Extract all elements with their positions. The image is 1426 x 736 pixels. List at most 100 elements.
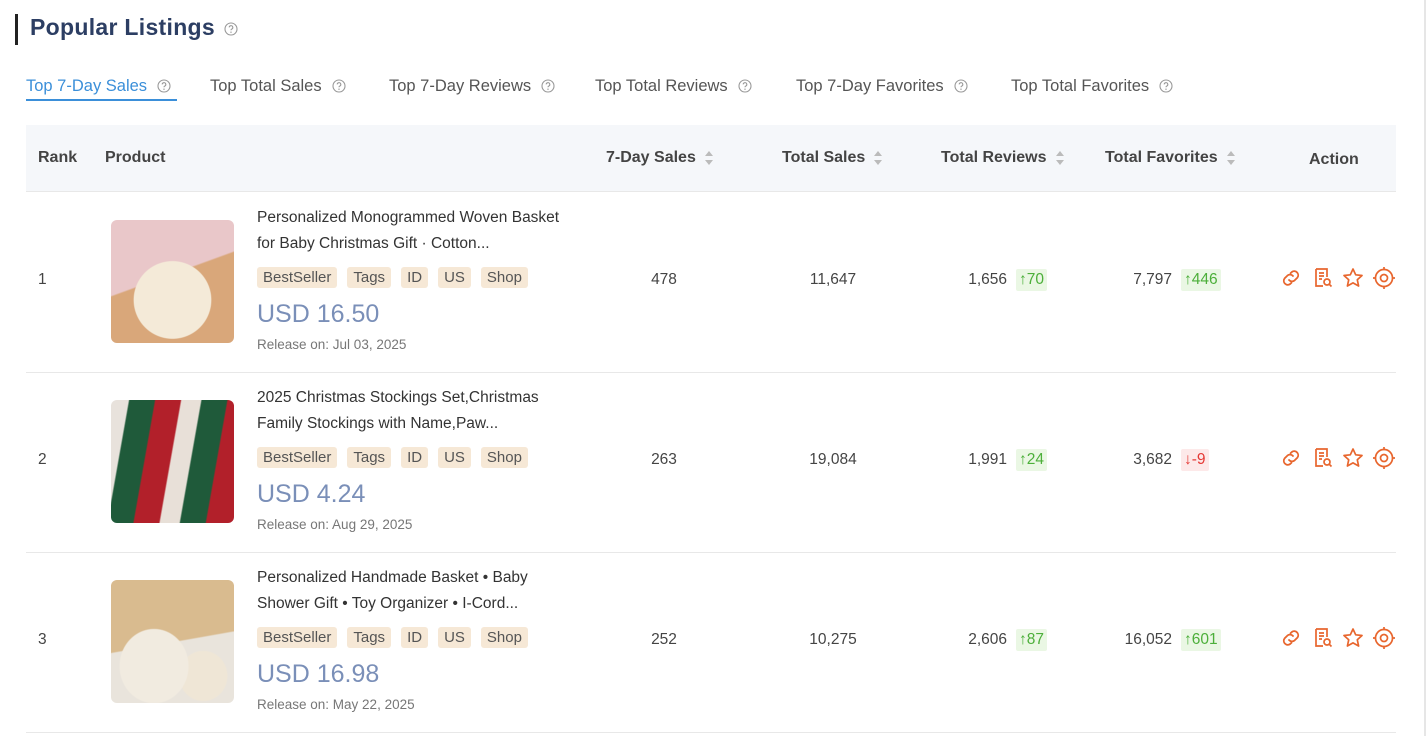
track-icon[interactable] [1373,267,1395,289]
tab-label[interactable]: Top Total Favorites [1011,76,1150,95]
column-header-text: Total Reviews [941,149,1047,166]
favorites: 3,682 [1133,451,1172,468]
tab-label[interactable]: Top 7-Day Favorites [796,76,944,95]
tag[interactable]: Shop [480,267,528,288]
tag[interactable]: Tags [347,627,392,648]
column-header[interactable]: Total Favorites [1105,125,1236,191]
reviews-delta: ↑24 [1016,449,1047,471]
reviews: 2,606 [968,631,1007,648]
tab[interactable]: Top 7-Day Sales [26,75,171,97]
column-header-text: Product [105,149,166,166]
tab[interactable]: Top 7-Day Favorites [796,75,968,97]
favorite-icon[interactable] [1342,267,1364,289]
product-image[interactable] [111,220,234,343]
product-image[interactable] [111,580,234,703]
tag-list: BestSeller Tags ID US Shop [257,627,528,648]
link-icon[interactable] [1280,627,1302,649]
release-date: Release on: Jul 03, 2025 [257,337,407,352]
column-header-text: Action [1309,151,1359,168]
tag[interactable]: BestSeller [257,627,338,648]
favorite-icon[interactable] [1342,447,1364,469]
tab-label[interactable]: Top Total Sales [210,76,322,95]
tab-label[interactable]: Top Total Reviews [595,76,728,95]
rank: 1 [38,271,47,288]
column-header-text: Total Sales [782,149,866,166]
title-bar [15,14,18,45]
tag[interactable]: Tags [347,447,392,468]
reviews: 1,656 [968,271,1007,288]
link-icon[interactable] [1280,447,1302,469]
column-header[interactable]: Total Sales [782,125,883,191]
total-sales: 10,275 [809,631,857,648]
column-header-text: Rank [38,149,78,166]
price: USD 16.50 [257,300,380,328]
tab[interactable]: Top Total Favorites [1011,75,1173,97]
details-icon[interactable] [1311,447,1333,469]
column-header-text: 7-Day Sales [606,149,696,166]
link-icon[interactable] [1280,267,1302,289]
table-row: 2 2025 Christmas Stockings Set,Christmas … [26,372,1396,553]
reviews-delta: ↑87 [1016,629,1047,651]
tag[interactable]: ID [401,447,429,468]
help-icon[interactable] [157,79,171,93]
title-text: Popular Listings [30,14,215,40]
action-icons [1280,447,1395,469]
help-icon[interactable] [738,79,752,93]
tab-label[interactable]: Top 7-Day Reviews [389,76,532,95]
tab[interactable]: Top Total Reviews [595,75,752,97]
action-icons [1280,267,1395,289]
details-icon[interactable] [1311,267,1333,289]
tag[interactable]: US [438,447,471,468]
help-icon[interactable] [541,79,555,93]
column-header[interactable]: 7-Day Sales [606,125,714,191]
sort-icon[interactable] [1055,150,1065,166]
favorites: 7,797 [1133,271,1172,288]
product-image[interactable] [111,400,234,523]
release-date: Release on: Aug 29, 2025 [257,517,413,532]
column-header-text: Total Favorites [1105,149,1218,166]
track-icon[interactable] [1373,447,1395,469]
help-icon[interactable] [1159,79,1173,93]
favorite-icon[interactable] [1342,627,1364,649]
rank: 2 [38,451,47,468]
tag[interactable]: BestSeller [257,447,338,468]
sales7: 478 [651,271,677,288]
price: USD 16.98 [257,660,380,688]
track-icon[interactable] [1373,627,1395,649]
action-icons [1280,627,1395,649]
table-row: 1 Personalized Monogrammed Woven Basket f… [26,192,1396,373]
tab[interactable]: Top 7-Day Reviews [389,75,555,97]
tag[interactable]: ID [401,627,429,648]
tab-label[interactable]: Top 7-Day Sales [26,76,148,95]
sort-icon[interactable] [704,150,714,166]
tag[interactable]: US [438,267,471,288]
tag[interactable]: Tags [347,267,392,288]
sort-icon[interactable] [873,150,883,166]
section-title: Popular Listings [30,14,238,41]
total-sales: 11,647 [809,271,857,288]
column-header: Action [1309,127,1359,193]
tag[interactable]: Shop [480,447,528,468]
tag[interactable]: ID [401,267,429,288]
help-icon[interactable] [224,22,238,36]
tag[interactable]: BestSeller [257,267,338,288]
tag-list: BestSeller Tags ID US Shop [257,447,528,468]
sales7: 252 [651,631,677,648]
column-header[interactable]: Total Reviews [941,125,1065,191]
reviews: 1,991 [968,451,1007,468]
details-icon[interactable] [1311,627,1333,649]
product-title[interactable]: Personalized Handmade Basket • Baby Show… [257,569,528,612]
help-icon[interactable] [954,79,968,93]
product-title[interactable]: 2025 Christmas Stockings Set,Christmas F… [257,389,539,432]
table-header: Rank Product 7-Day Sales Total Sales Total R… [26,125,1396,192]
product-title[interactable]: Personalized Monogrammed Woven Basket fo… [257,209,560,252]
reviews-delta: ↑70 [1016,269,1047,291]
release-date: Release on: May 22, 2025 [257,697,415,712]
favorites: 16,052 [1124,631,1172,648]
help-icon[interactable] [332,79,346,93]
tab[interactable]: Top Total Sales [210,75,346,97]
sort-icon[interactable] [1226,150,1236,166]
tag[interactable]: Shop [480,627,528,648]
tag[interactable]: US [438,627,471,648]
